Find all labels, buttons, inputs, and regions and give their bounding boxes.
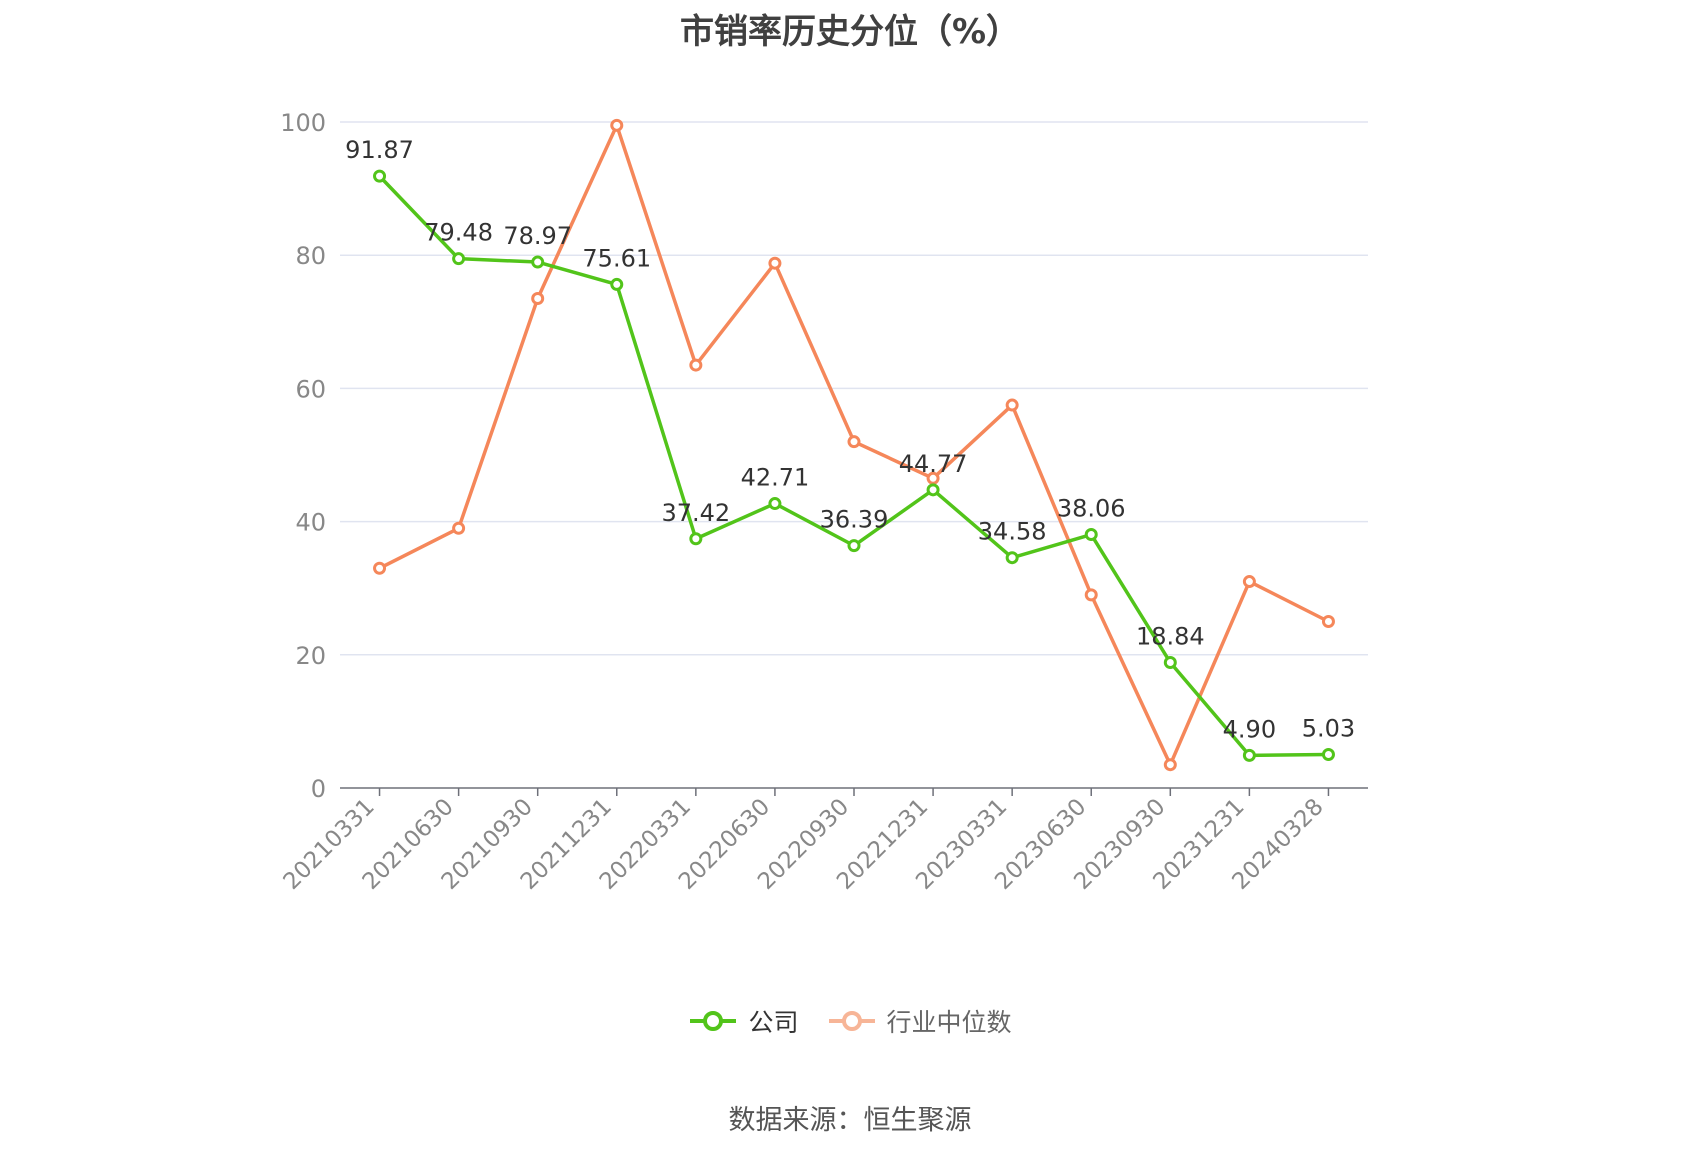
industry-data-point	[768, 256, 782, 270]
y-tick-label: 100	[280, 109, 326, 137]
industry-data-point	[847, 435, 861, 449]
legend: 公司 行业中位数	[0, 1003, 1700, 1039]
y-tick-label: 80	[295, 242, 326, 270]
industry-data-point	[1084, 588, 1098, 602]
series-layer	[373, 118, 1335, 772]
company-data-point	[373, 169, 387, 183]
industry-data-point	[531, 291, 545, 305]
company-data-point	[610, 277, 624, 291]
company-data-point	[1242, 748, 1256, 762]
data-source: 数据来源：恒生聚源	[728, 1105, 972, 1136]
industry-data-point	[1242, 575, 1256, 589]
company-data-point	[926, 483, 940, 497]
company-data-label: 18.84	[1136, 623, 1205, 651]
company-data-label: 38.06	[1057, 495, 1126, 523]
legend-item-industry[interactable]: 行业中位数	[827, 1003, 1012, 1039]
company-data-label: 34.58	[978, 518, 1047, 546]
y-tick-label: 0	[311, 775, 326, 803]
company-legend-icon	[690, 1011, 737, 1031]
y-tick-label: 20	[295, 642, 326, 670]
y-tick-label: 60	[295, 375, 326, 403]
company-data-label: 91.87	[345, 136, 414, 164]
company-data-label: 78.97	[503, 222, 572, 250]
company-data-label: 44.77	[899, 450, 968, 478]
company-data-point	[768, 497, 782, 511]
label-layer: 91.87 79.48 78.97 75.61 37.42 42.71 36.39 44.77…	[345, 136, 1355, 743]
company-data-label: 4.90	[1223, 715, 1276, 743]
industry-data-point	[1163, 758, 1177, 772]
industry-data-point	[610, 118, 624, 132]
company-data-label: 42.71	[741, 464, 810, 492]
industry-legend-icon	[828, 1011, 875, 1031]
company-data-point	[1163, 656, 1177, 670]
company-data-label: 75.61	[582, 244, 651, 272]
chart-title: 市销率历史分位（%）	[679, 12, 1021, 52]
industry-data-point	[1005, 398, 1019, 412]
company-data-point	[1321, 748, 1335, 762]
company-data-point	[1005, 551, 1019, 565]
legend-item-company[interactable]: 公司	[688, 1003, 799, 1039]
company-data-label: 36.39	[820, 506, 889, 534]
company-data-point	[847, 539, 861, 553]
y-tick-label: 40	[295, 509, 326, 537]
company-data-label: 5.03	[1302, 715, 1355, 743]
industry-data-point	[926, 471, 940, 485]
industry-data-point	[452, 521, 466, 535]
company-data-label: 37.42	[661, 499, 730, 527]
company-data-label: 79.48	[424, 219, 493, 247]
industry-data-point	[373, 561, 387, 575]
grid-layer	[340, 121, 1368, 656]
company-data-point	[531, 255, 545, 269]
industry-data-point	[1321, 615, 1335, 628]
legend-label-industry: 行业中位数	[886, 1008, 1012, 1037]
company-series-line	[378, 174, 1329, 758]
company-data-point	[689, 532, 703, 546]
company-data-point	[452, 252, 466, 266]
axis-layer: 0204060801002021033120210630202109302021…	[279, 109, 1368, 895]
legend-label-company: 公司	[748, 1008, 799, 1037]
industry-data-point	[689, 358, 703, 372]
company-data-point	[1084, 528, 1098, 542]
